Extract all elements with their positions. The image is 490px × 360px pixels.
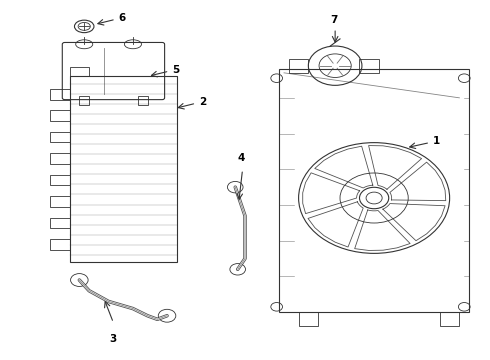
Text: 5: 5 [172,65,179,75]
Bar [50,89,70,100]
Bar [50,132,70,143]
Circle shape [71,274,88,287]
Text: 2: 2 [199,97,206,107]
Circle shape [227,181,243,193]
Text: 4: 4 [238,153,245,163]
Bar [50,196,70,207]
Bar [50,217,70,228]
Text: 1: 1 [433,136,440,147]
Bar [79,96,89,105]
Bar [440,312,460,327]
Bar [70,67,89,76]
Bar [50,175,70,185]
Bar [289,59,308,73]
Bar [50,239,70,249]
Bar [359,59,379,73]
Bar [70,76,177,262]
Circle shape [158,309,176,322]
Circle shape [230,264,245,275]
Text: 6: 6 [118,13,125,23]
Bar [50,111,70,121]
Bar [50,153,70,164]
Text: 3: 3 [109,334,116,343]
Bar [298,312,318,327]
Text: 7: 7 [330,15,338,24]
Bar [138,96,147,105]
